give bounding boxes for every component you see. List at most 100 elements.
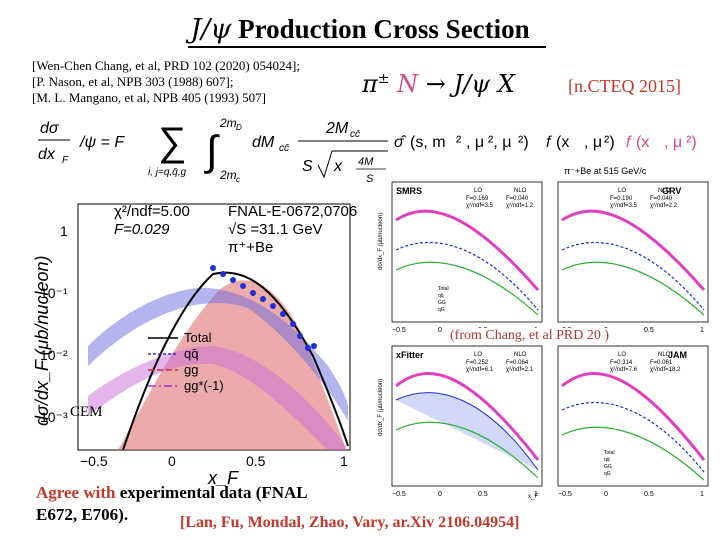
panel-name: JAM	[668, 350, 687, 360]
panel-y-label: dσ/dx_F (μb/nucleon)	[378, 379, 384, 436]
nlo-label: NLO	[514, 188, 527, 194]
y-axis-label: dσ/dx_F (μb/nucleon)	[32, 256, 52, 426]
y-tick-label: 10⁻²	[40, 347, 68, 363]
lo-label: LO	[618, 352, 626, 358]
reference-line: [P. Nason, et al, NPB 303 (1988) 607];	[32, 74, 234, 89]
title-underline	[188, 46, 546, 48]
references: [Wen-Chen Chang, et al, PRD 102 (2020) 0…	[32, 58, 300, 106]
legend-total: Total	[184, 330, 212, 345]
agreement-highlight: Agree with	[36, 483, 116, 502]
svg-text:, μ: , μ	[584, 134, 602, 151]
stats-chi: χ²/ndf=5.00	[114, 203, 190, 220]
formula-f-pi: f	[546, 134, 552, 151]
agreement-line2: E672, E706).	[36, 505, 129, 524]
panel-x-label: x_F	[528, 494, 538, 500]
from-chang-label: (from Chang, et al PRD 20 )	[448, 328, 612, 344]
f-value: F=0.040	[650, 196, 673, 202]
reference-line: [M. L. Mangano, et al, NPB 405 (1993) 50…	[32, 90, 266, 105]
panels-header: π⁻+Be at 515 GeV/c	[564, 166, 647, 176]
f-value: F=0.190	[610, 196, 633, 202]
svg-text:²: ²	[456, 134, 462, 151]
chi-value: χ²/ndf=1.2	[506, 203, 534, 209]
panel-x-tick: 0	[438, 327, 442, 334]
chi-value: χ²/ndf=2.1	[506, 367, 534, 373]
x-ticks: −0.5 0 0.5 1	[80, 453, 348, 469]
main-cross-section-plot: 1 10⁻¹ 10⁻² 10⁻³ −0.5 0 0.5 1 x_F dσ/dx_…	[32, 203, 357, 486]
y-tick-label: 10⁻¹	[40, 285, 68, 301]
lo-label: LO	[474, 352, 482, 358]
stats-f: F=0.029	[114, 221, 170, 238]
panel-legend: qq̄	[438, 293, 444, 299]
formula-lhs-den: dx	[38, 146, 56, 163]
formula-sum-sub: i, j=q,q̄,g	[148, 167, 187, 178]
x-axis-label: x_F	[207, 468, 239, 486]
formula-int-lower: 2m	[219, 168, 237, 182]
formula-int-upper: 2m	[219, 116, 237, 130]
agreement-rest: experimental data (FNAL	[115, 483, 308, 502]
reference-line: [Wen-Chen Chang, et al, PRD 102 (2020) 0…	[32, 58, 300, 73]
f-value: F=0.314	[610, 360, 633, 366]
legend-qqbar: qq̄	[184, 346, 198, 361]
formula-lhs-num: dσ	[40, 120, 60, 137]
x-tick-label: 0	[168, 453, 176, 469]
ncteq-label: [n.CTEQ 2015]	[568, 76, 681, 96]
title-text: Production Cross Section	[238, 14, 530, 44]
process-pi: π	[362, 70, 378, 98]
process-equation: π± N → J/ψ X	[362, 70, 515, 98]
panel-x-tick: 1	[534, 491, 538, 498]
panel-legend: qG	[604, 471, 611, 477]
svg-text:²): ²)	[518, 134, 529, 151]
pdf-comparison-panels: π⁻+Be at 515 GeV/c SMRS GRV xFitter JAM …	[378, 166, 709, 500]
legend-gg-neg: gg*(-1)	[184, 378, 224, 393]
arxiv-citation: [Lan, Fu, Mondal, Zhao, Vary, ar.Xiv 210…	[180, 514, 520, 531]
svg-text:²): ²)	[604, 134, 615, 151]
panel-x-tick: −0.5	[392, 491, 406, 498]
panel-x-tick: 0.5	[644, 327, 654, 334]
process-final: → J/ψ X	[425, 70, 515, 98]
chi-value: χ²/ndf=18.2	[650, 367, 681, 373]
energy-label: √S =31.1 GeV	[228, 221, 323, 238]
x-tick-label: −0.5	[80, 453, 108, 469]
formula-sigma-hat: σ̂	[394, 134, 407, 151]
f-value: F=0.040	[506, 196, 529, 202]
chi-value: χ²/ndf=2.2	[650, 203, 678, 209]
beam-label: π⁺+Be	[228, 239, 273, 256]
x-tick-label: 0.5	[246, 453, 266, 469]
nlo-label: NLO	[514, 352, 527, 358]
formula-sqrt-x: x	[333, 158, 343, 175]
f-value: F=0.252	[466, 360, 489, 366]
f-value: F=0.061	[650, 360, 673, 366]
panel-legend: Total	[604, 450, 615, 456]
data-points	[210, 265, 317, 351]
legend-gg: gg	[184, 362, 198, 377]
panel-name: GRV	[662, 186, 681, 196]
formula-lhs-sub: F	[62, 155, 69, 166]
svg-text:, μ: , μ	[664, 134, 682, 151]
panel-x-tick: 0.5	[644, 491, 654, 498]
y-tick-label: 10⁻³	[40, 409, 68, 425]
panel-legend: Total	[438, 286, 449, 292]
process-charge: ±	[377, 71, 390, 87]
formula-int-lower-sub: c	[236, 175, 240, 184]
chi-value: χ²/ndf=6.1	[466, 367, 494, 373]
formula-eq: /ψ = F	[79, 134, 125, 151]
formula-int-upper-sub: D	[236, 123, 242, 132]
panel-x-tick: 1	[700, 327, 704, 334]
process-nucleon: N	[397, 70, 419, 98]
formula-sqrt-frac-num: 4M	[358, 156, 374, 168]
f-value: F=0.169	[466, 196, 489, 202]
formula-sigma-args: (s, m	[410, 134, 446, 151]
formula-f-pi-args: (x	[556, 134, 569, 151]
cem-label: CEM	[70, 404, 103, 420]
formula-dm: dM	[252, 134, 275, 151]
lo-label: LO	[474, 188, 482, 194]
formula-S: S	[302, 158, 313, 175]
panel-x-tick: −0.5	[558, 491, 572, 498]
chi-value: χ²/ndf=3.5	[610, 203, 638, 209]
svg-text:, μ: , μ	[466, 134, 484, 151]
formula-f-n: f	[626, 134, 632, 151]
formula-sqrt-frac-den: S	[366, 173, 374, 185]
panel-legend: qG	[438, 307, 445, 313]
formula-integral-sign: ∫	[204, 127, 220, 174]
f-value: F=0.064	[506, 360, 529, 366]
